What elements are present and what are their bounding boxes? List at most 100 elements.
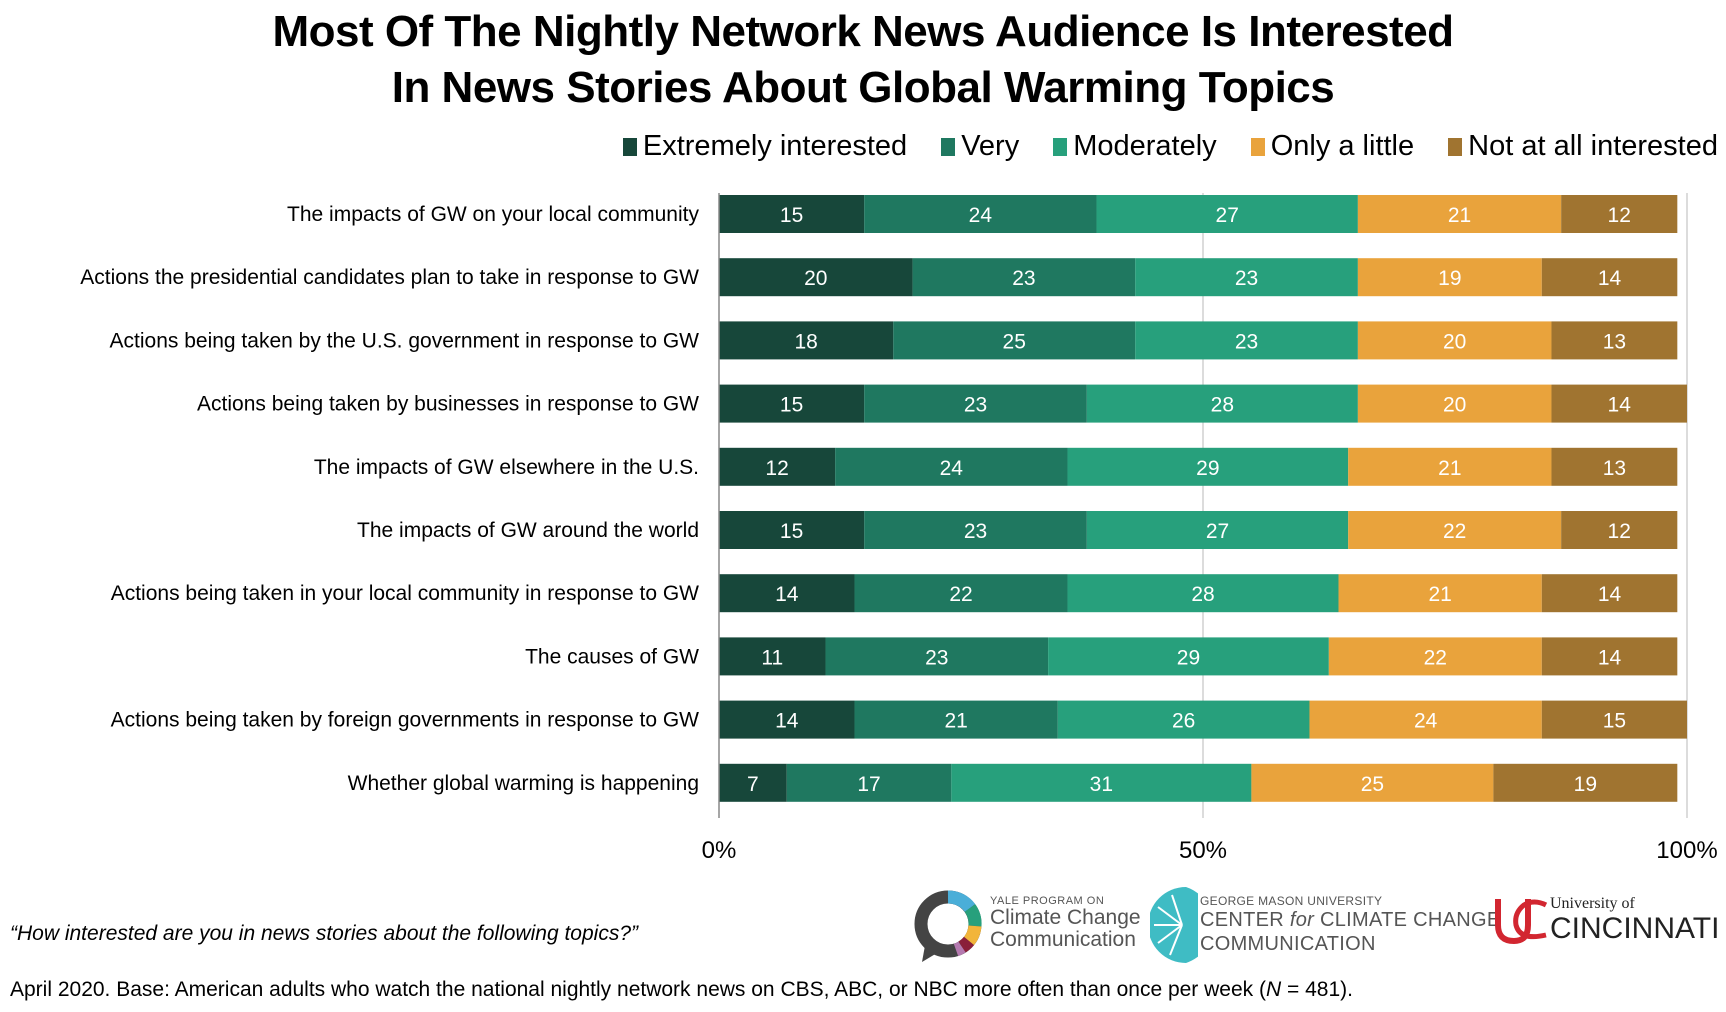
bar-value-label: 25: [1003, 330, 1026, 353]
bar-value-label: 23: [1235, 267, 1258, 290]
footnote-n: N: [1266, 978, 1282, 1001]
bar-value-label: 23: [1012, 267, 1035, 290]
gmu-logo-text: GEORGE MASON UNIVERSITY CENTER for CLIMA…: [1200, 894, 1501, 956]
legend-label: Not at all interested: [1468, 130, 1718, 162]
bar-segment: [1048, 637, 1329, 676]
bar-value-label: 27: [1216, 204, 1239, 227]
legend-swatch: [622, 137, 637, 156]
title-line-2: In News Stories About Global Warming Top…: [391, 63, 1335, 112]
bar-segment: [719, 574, 855, 613]
bar-segment: [1086, 511, 1349, 549]
uc-line1: University of: [1550, 895, 1635, 912]
bar-value-label: 23: [1235, 330, 1258, 353]
gmu-line2: CENTER for CLIMATE CHANGE: [1200, 908, 1501, 932]
legend-swatch: [941, 137, 956, 156]
bar-segment: [1135, 321, 1358, 360]
bar-segment: [1338, 574, 1542, 613]
legend-label: Only a little: [1270, 130, 1415, 162]
bar-value-label: 12: [765, 457, 788, 480]
bar-value-label: 28: [1211, 394, 1234, 417]
legend-swatch: [1053, 137, 1068, 156]
yale-line1: YALE PROGRAM ON: [990, 895, 1105, 907]
bar-value-label: 14: [1598, 646, 1622, 669]
bar-value-label: 20: [804, 267, 827, 290]
category-label: Actions being taken in your local commun…: [111, 582, 699, 605]
bar-value-label: 14: [775, 710, 799, 733]
footnote-suffix: = 481).: [1281, 978, 1353, 1001]
bar-value-label: 15: [780, 394, 803, 417]
bar-segment: [864, 195, 1097, 233]
bar-segment: [951, 763, 1252, 802]
bar-segment: [1057, 700, 1310, 739]
bar-segment: [1357, 321, 1552, 360]
bar-value-label: 31: [1090, 773, 1113, 796]
category-label: Actions being taken by the U.S. governme…: [110, 329, 700, 352]
bar-value-label: 18: [794, 330, 817, 353]
bar-value-label: 24: [969, 204, 993, 227]
bar-segment: [893, 321, 1136, 360]
bar-segment: [1348, 511, 1562, 549]
legend-swatch: [1448, 137, 1463, 156]
x-tick-label: 100%: [1656, 837, 1717, 864]
bar-segment: [864, 384, 1087, 423]
category-label: Actions being taken by foreign governmen…: [111, 709, 699, 732]
legend-item-very: Very: [941, 130, 1019, 163]
gmu-line3: COMMUNICATION: [1200, 933, 1376, 955]
category-label: The impacts of GW elsewhere in the U.S.: [314, 456, 699, 479]
bar-value-label: 17: [857, 773, 880, 796]
footnote: April 2020. Base: American adults who wa…: [10, 978, 1353, 1002]
legend-label: Moderately: [1073, 130, 1217, 162]
bar-value-label: 12: [1608, 520, 1631, 543]
yale-line3: Communication: [990, 928, 1136, 951]
bar-value-label: 12: [1608, 204, 1631, 227]
bar-segment: [864, 511, 1087, 549]
bar-value-label: 23: [964, 394, 987, 417]
bar-segment: [1096, 195, 1358, 233]
category-label: The impacts of GW around the world: [357, 519, 699, 542]
bar-value-label: 11: [761, 646, 783, 669]
title-line-1: Most Of The Nightly Network News Audienc…: [272, 7, 1454, 56]
bar-value-label: 15: [780, 520, 803, 543]
uc-logo-text: University of CINCINNATI: [1550, 895, 1719, 945]
stacked-bar-chart: The impacts of GW on your local communit…: [80, 193, 1718, 864]
category-label: Actions being taken by businesses in res…: [197, 393, 699, 416]
legend-label: Extremely interested: [642, 130, 908, 162]
bar-segment: [854, 574, 1068, 613]
bar-segment: [1357, 384, 1552, 423]
bar-value-label: 20: [1443, 330, 1466, 353]
legend: Extremely interested Very Moderately Onl…: [622, 130, 1718, 163]
bar-value-label: 19: [1574, 773, 1597, 796]
bar-value-label: 29: [1196, 457, 1219, 480]
bar-value-label: 25: [1361, 773, 1384, 796]
bar-segment: [719, 258, 913, 297]
bar-segment: [1135, 258, 1358, 297]
legend-item-only-a-little: Only a little: [1250, 130, 1415, 163]
category-label: The impacts of GW on your local communit…: [287, 203, 699, 226]
bar-segment: [719, 637, 826, 676]
bar-segment: [1251, 763, 1494, 802]
bar-segment: [719, 321, 894, 360]
bar-value-label: 21: [1428, 583, 1451, 606]
bar-value-label: 29: [1177, 646, 1200, 669]
bar-value-label: 13: [1603, 330, 1626, 353]
bar-value-label: 13: [1603, 457, 1626, 480]
legend-label: Very: [961, 130, 1020, 162]
bar-segment: [1561, 195, 1678, 233]
bar-segment: [912, 258, 1136, 297]
bar-segment: [1357, 258, 1542, 297]
bar-value-label: 19: [1438, 267, 1461, 290]
legend-item-moderately: Moderately: [1053, 130, 1217, 163]
category-label: Whether global warming is happening: [348, 772, 699, 795]
bar-value-label: 14: [1608, 394, 1632, 417]
legend-item-not-at-all: Not at all interested: [1448, 130, 1718, 163]
bar-value-label: 14: [1598, 583, 1622, 606]
chart-title: Most Of The Nightly Network News Audienc…: [0, 4, 1726, 116]
bar-segment: [719, 195, 865, 233]
bar-value-label: 14: [775, 583, 799, 606]
yale-line2: Climate Change: [990, 906, 1141, 929]
bar-segment: [719, 763, 787, 802]
footnote-prefix: April 2020. Base: American adults who wa…: [10, 978, 1266, 1001]
legend-swatch: [1250, 137, 1265, 156]
bar-value-label: 24: [1414, 710, 1438, 733]
bar-value-label: 22: [1443, 520, 1466, 543]
